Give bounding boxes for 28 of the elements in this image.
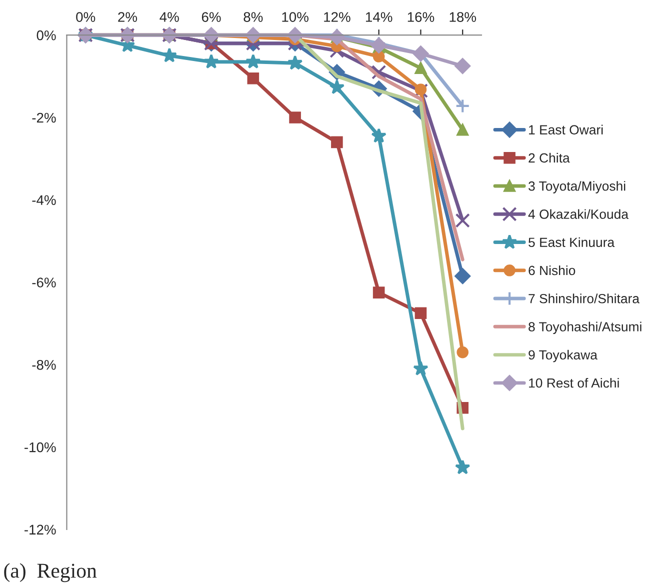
legend-label: 2 Chita <box>528 152 570 163</box>
y-tick-label: 0% <box>36 30 56 40</box>
y-tick-label: -4% <box>32 195 56 205</box>
x-tick-label: 16% <box>408 12 434 22</box>
y-tick-label: -12% <box>24 524 56 535</box>
x-tick-label: 4% <box>160 12 179 22</box>
x-tick-label: 6% <box>202 12 221 22</box>
legend-label: 10 Rest of Aichi <box>529 378 619 388</box>
legend-label: 8 Toyohashi/Atsumi <box>528 322 642 334</box>
y-tick-label: -10% <box>24 442 56 452</box>
text: (a) Region <box>4 563 97 582</box>
legend-label: 1 East Owari <box>529 124 603 134</box>
legend-label: 3 Toyota/Miyoshi <box>528 181 626 194</box>
x-tick-label: 8% <box>244 12 263 22</box>
x-tick-label: 0% <box>76 12 96 22</box>
legend-label: 5 East Kinuura <box>528 237 615 248</box>
y-tick-label: -6% <box>32 278 56 288</box>
legend-label: 9 Toyokawa <box>528 350 598 362</box>
x-tick-label: 14% <box>366 12 392 22</box>
x-tick-label: 12% <box>324 12 350 22</box>
legend-label: 7 Shinshiro/Shitara <box>528 294 640 304</box>
x-tick-label: 18% <box>450 12 476 22</box>
legend-label: 6 Nishio <box>528 265 576 276</box>
x-tick-label: 10% <box>282 12 308 22</box>
x-tick-label: 2% <box>118 12 138 22</box>
legend-label: 4 Okazaki/Kouda <box>528 209 629 219</box>
y-tick-label: -8% <box>32 360 56 370</box>
y-tick-label: -2% <box>32 112 56 123</box>
